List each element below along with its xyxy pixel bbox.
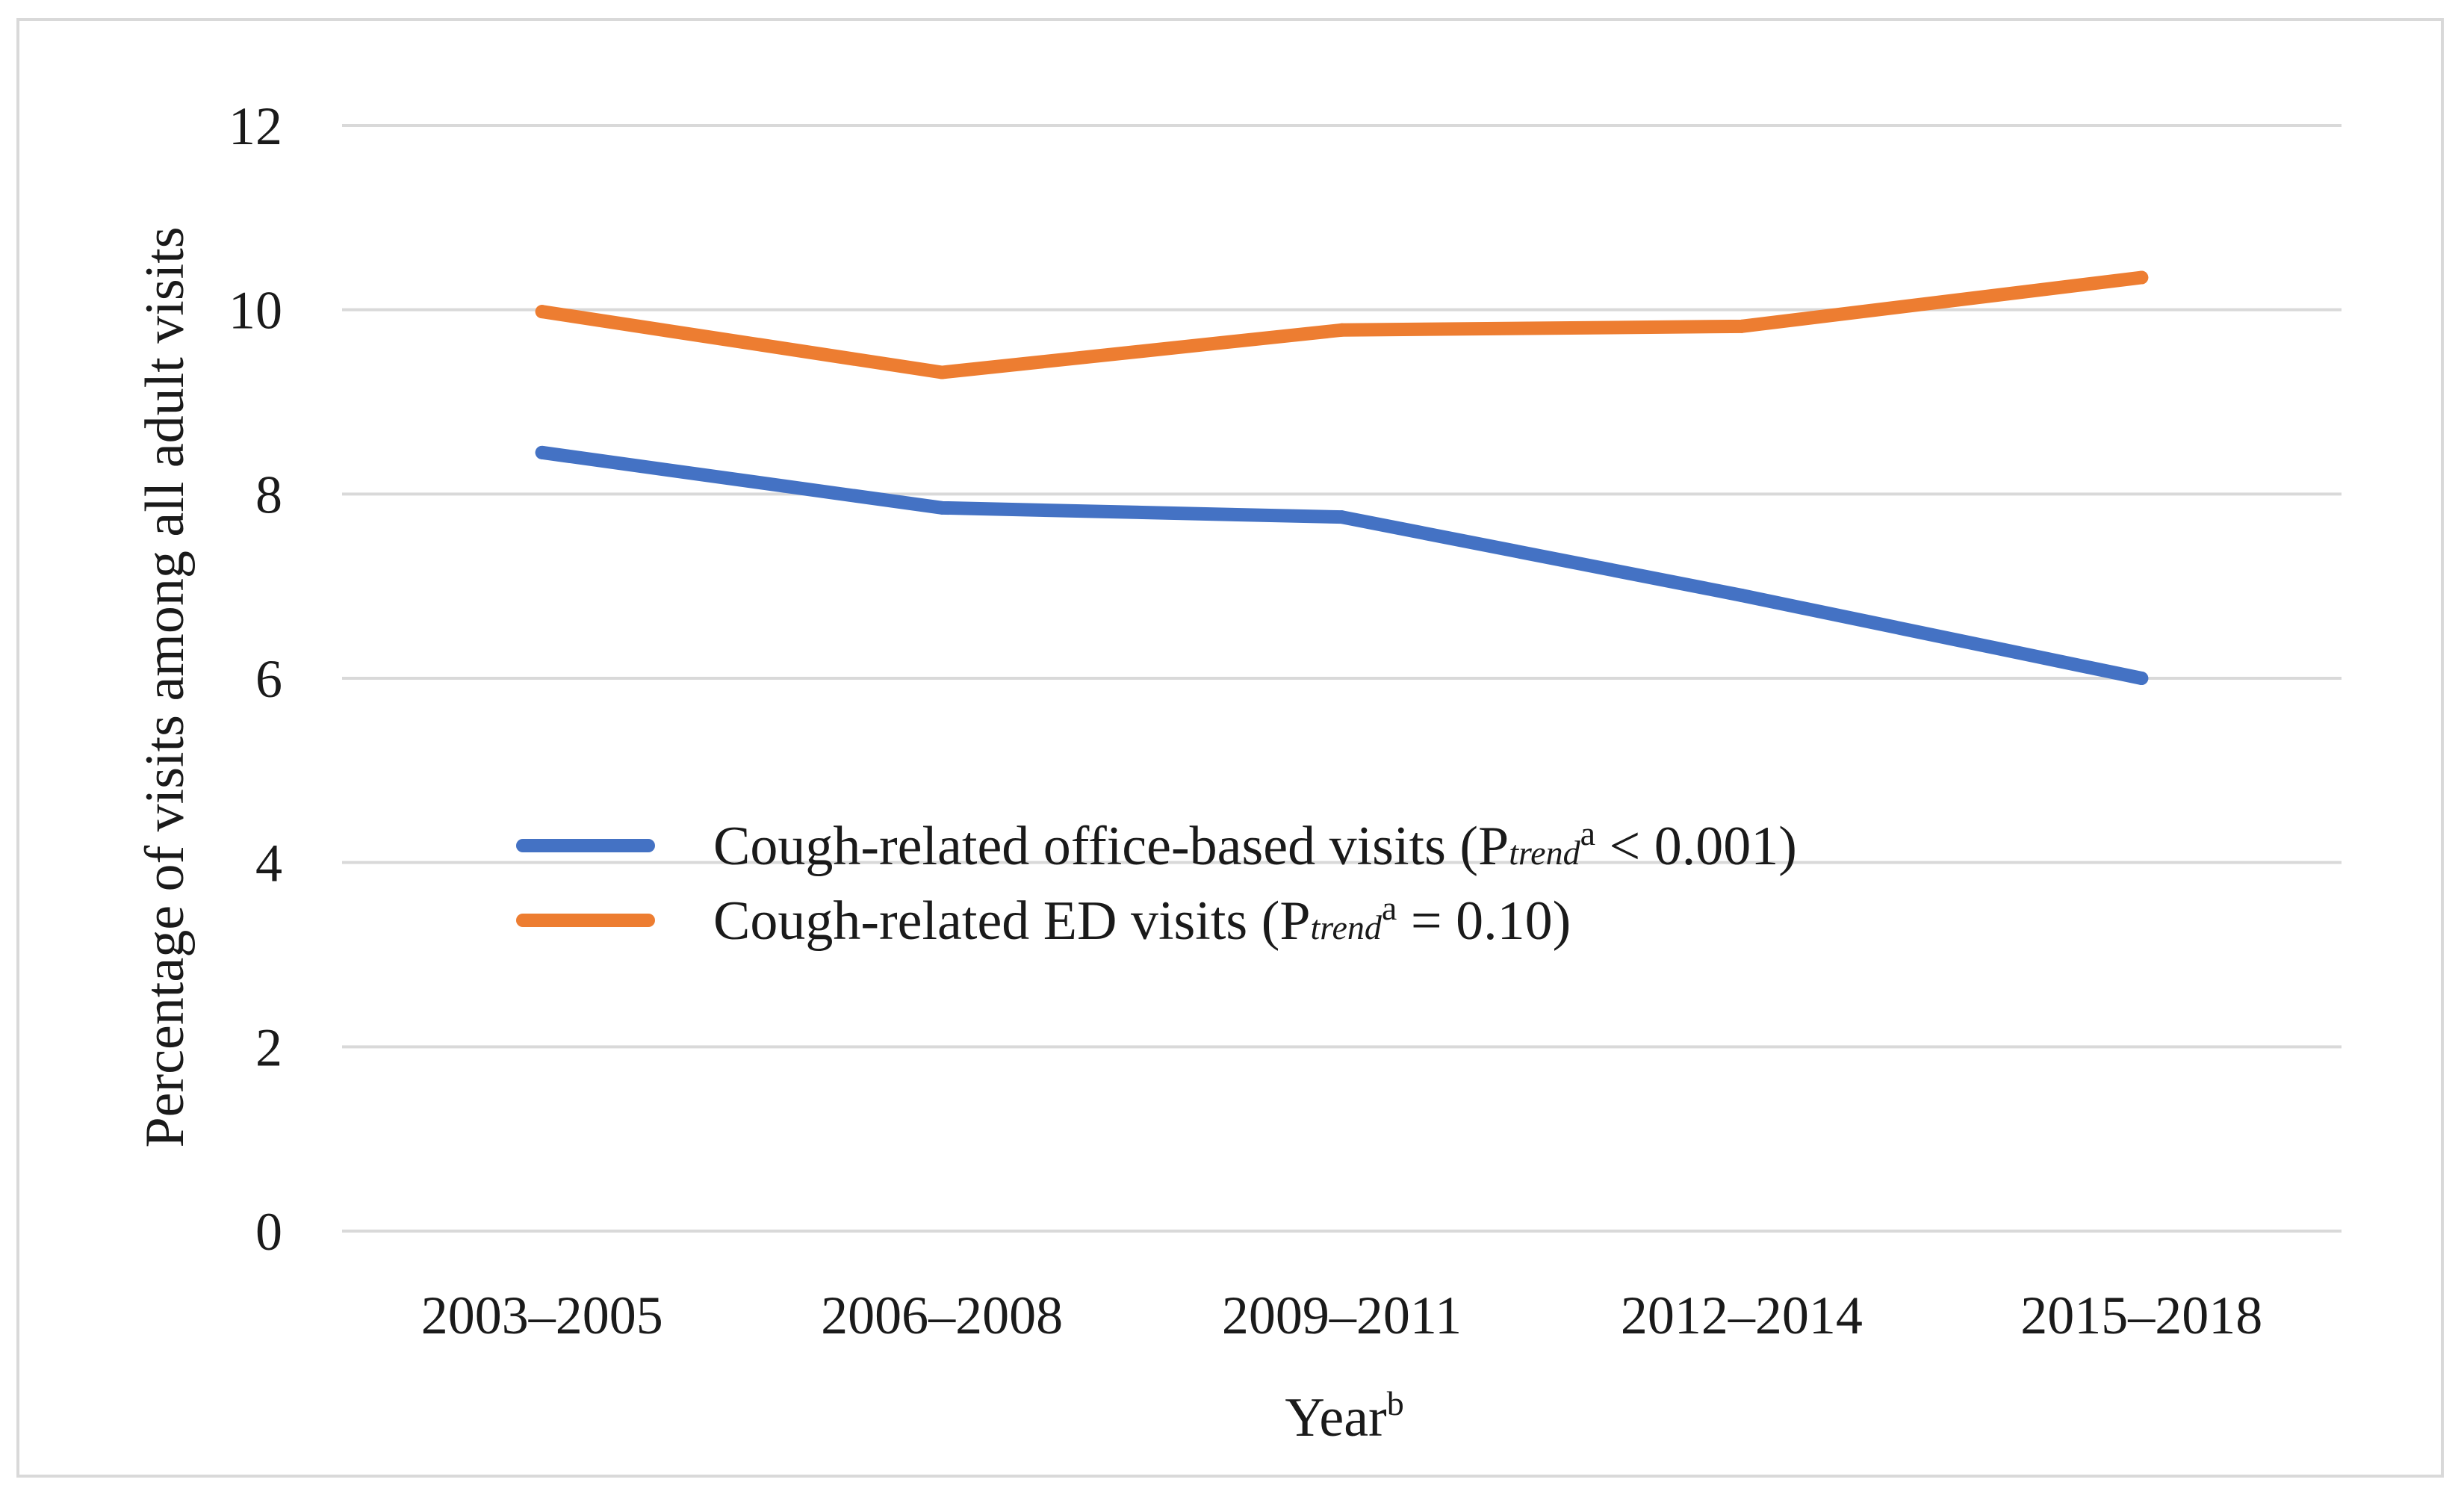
x-axis-title: Yearb [1285,1384,1403,1448]
legend-label-office-based-superscript: a [1580,814,1595,852]
data-point-1-0 [535,305,549,319]
y-axis-title: Percentage of visits among all adult vis… [134,226,196,1147]
y-axis-ticks: 0 2 4 6 8 10 12 [229,96,282,1262]
data-point-0-1 [935,500,949,515]
x-tick-label-2: 2009–2011 [1222,1286,1462,1345]
legend-label-ed-suffix: = 0.10) [1397,890,1571,952]
x-tick-label-3: 2012–2014 [1621,1286,1863,1345]
x-axis-ticks: 2003–2005 2006–2008 2009–2011 2012–2014 2015… [421,1286,2263,1345]
data-point-1-4 [2135,270,2149,285]
data-point-0-4 [2135,672,2149,685]
y-tick-label-2: 2 [255,1017,282,1077]
y-tick-label-4: 4 [255,834,282,893]
legend-label-ed-main: Cough-related ED visits (P [713,890,1311,952]
series-line-0 [535,445,2149,685]
data-point-1-1 [935,365,949,379]
y-tick-label-0: 0 [255,1202,282,1262]
series-lines [535,270,2149,685]
data-point-1-3 [1734,319,1748,333]
chart-frame [16,18,2444,1478]
legend-label-ed-superscript: a [1382,889,1397,927]
x-tick-label-0: 2003–2005 [421,1286,663,1345]
legend-item-office-based: Cough-related office-based visits (Ptren… [516,814,1797,877]
y-tick-label-8: 8 [255,465,282,524]
legend-label-ed-subscript: trend [1311,908,1382,946]
legend-label-ed: Cough-related ED visits (Ptrenda = 0.10) [713,889,1571,952]
legend-item-ed: Cough-related ED visits (Ptrenda = 0.10) [516,889,1571,952]
data-point-1-2 [1335,323,1349,337]
legend-label-office-based: Cough-related office-based visits (Ptren… [713,814,1797,877]
x-tick-label-4: 2015–2018 [2020,1286,2262,1345]
y-tick-label-10: 10 [229,281,282,341]
legend-label-office-based-suffix: < 0.001) [1595,816,1797,877]
gridlines [342,124,2342,1233]
legend: Cough-related office-based visits (Ptren… [516,814,1797,952]
data-point-0-2 [1335,510,1349,524]
x-axis-title-text: Year [1285,1387,1386,1448]
y-tick-label-6: 6 [255,649,282,709]
x-axis-title-superscript: b [1387,1384,1404,1422]
y-tick-label-12: 12 [229,96,282,156]
x-tick-label-1: 2006–2008 [821,1286,1063,1345]
legend-label-office-based-main: Cough-related office-based visits (P [713,816,1509,877]
data-point-0-0 [535,445,549,459]
data-point-0-3 [1734,589,1748,602]
legend-label-office-based-subscript: trend [1509,834,1580,872]
